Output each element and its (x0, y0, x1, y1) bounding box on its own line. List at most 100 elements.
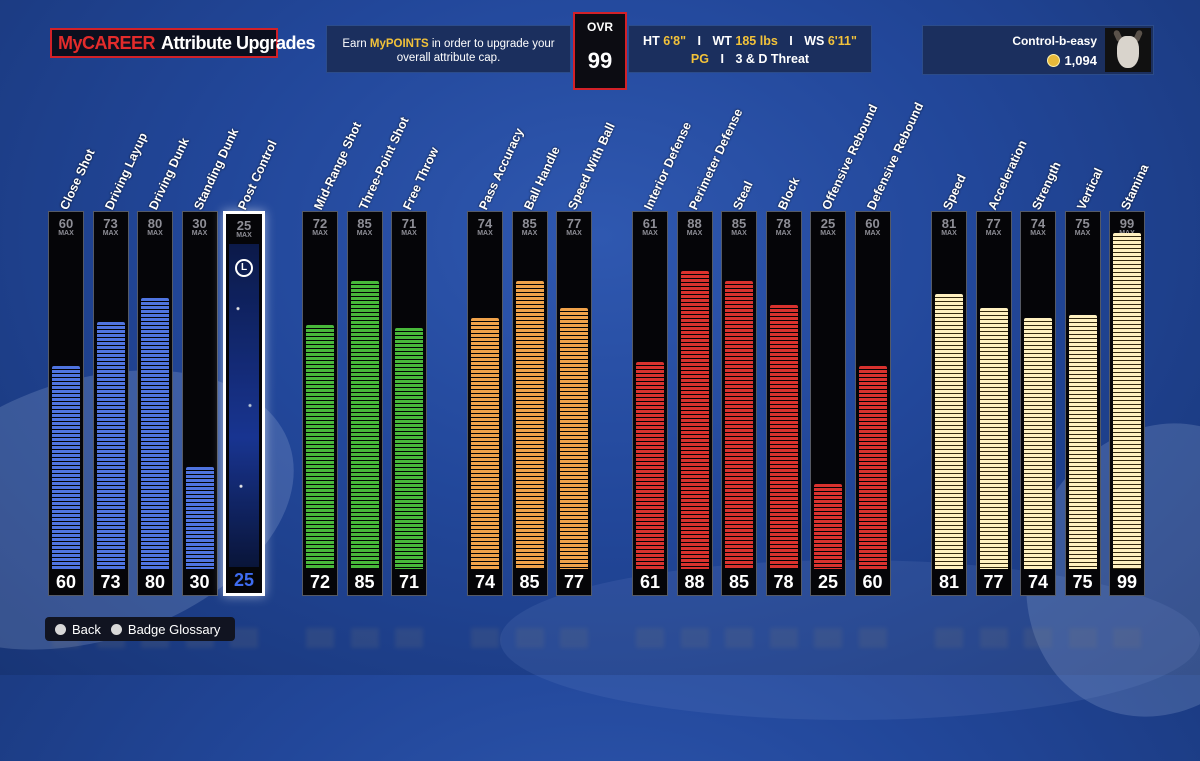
attribute-column-mid-range-shot[interactable]: 72 MAX 72 (302, 211, 338, 596)
attribute-column-speed-with-ball[interactable]: 77 MAX 77 (556, 211, 592, 596)
attribute-max-value: 78 (776, 216, 791, 231)
username: Control-b-easy (1012, 34, 1097, 48)
attribute-value: 60 (55, 572, 77, 592)
attribute-column-acceleration[interactable]: 77 MAX 77 (975, 211, 1012, 596)
info-prefix: Earn (342, 38, 370, 50)
attribute-column-pass-accuracy[interactable]: 74 MAX 74 (467, 211, 503, 596)
attribute-max-label: MAX (521, 230, 538, 237)
attribute-column-strength[interactable]: 74 MAX 74 (1020, 211, 1056, 596)
attribute-max-label: MAX (864, 230, 881, 237)
attribute-value: 73 (100, 572, 121, 592)
attribute-value: 61 (639, 572, 661, 592)
title-attribute-upgrades: Attribute Upgrades (161, 32, 316, 53)
attribute-max-label: MAX (236, 232, 252, 239)
attribute-max: 78 MAX (767, 216, 801, 238)
attribute-bar-fill (814, 484, 842, 569)
page-title: MyCAREER Attribute Upgrades (50, 28, 316, 58)
attribute-max-label: MAX (985, 230, 1002, 237)
attribute-max-value: 85 (522, 216, 537, 231)
attribute-bar-fill (979, 308, 1008, 569)
bar-reflection (1024, 628, 1052, 648)
attribute-column-perimeter-defense[interactable]: 88 MAX 88 (676, 211, 713, 596)
attribute-max: 60 MAX (856, 217, 890, 238)
bar-reflection (935, 628, 963, 648)
attribute-bar-fill (471, 318, 499, 569)
attribute-max-label: MAX (775, 230, 792, 237)
attribute-max-value: 74 (1030, 216, 1046, 231)
circle-button-icon (55, 623, 66, 635)
attribute-value: 60 (862, 572, 883, 592)
attribute-max-label: MAX (477, 230, 493, 237)
bar-reflection (471, 628, 499, 648)
info-line1-rest: in order to upgrade your (428, 38, 555, 50)
attribute-column-driving-layup[interactable]: 73 MAX 73 (92, 211, 129, 596)
attribute-bar-fill (858, 366, 887, 569)
attribute-column-stamina[interactable]: 99MAX99 (1109, 211, 1145, 596)
badge-glossary-button[interactable]: Badge Glossary (110, 622, 220, 637)
attribute-bar-fill (185, 467, 214, 569)
attribute-column-defensive-rebound[interactable]: 60 MAX 60 (854, 211, 891, 596)
attribute-max-value: 77 (986, 216, 1001, 231)
attribute-column-vertical[interactable]: 75 MAX 75 (1064, 211, 1101, 596)
bar-reflection (560, 628, 588, 648)
attribute-max-value: 60 (58, 216, 74, 231)
attribute-max: 72 MAX (303, 217, 337, 238)
attribute-column-block[interactable]: 78 MAX 78 (765, 211, 802, 596)
attribute-value: 81 (938, 572, 960, 592)
attribute-bar-fill (515, 281, 544, 569)
attribute-max: 71 MAX (392, 216, 426, 238)
attribute-column-speed[interactable]: 81 MAX 81 (931, 211, 967, 596)
attribute-column-standing-dunk[interactable]: 30 MAX 30 (181, 211, 218, 596)
attribute-value: 74 (474, 572, 496, 592)
attribute-max-value: 71 (401, 216, 417, 231)
attribute-column-three-point-shot[interactable]: 85 MAX 85 (346, 211, 383, 596)
attribute-column-close-shot[interactable]: 60 MAX 60 (48, 211, 84, 596)
attribute-max-label: MAX (686, 230, 703, 237)
user-panel: Control-b-easy 1,094 (922, 25, 1154, 75)
attribute-value: 99 (1116, 572, 1138, 592)
attribute-column-post-control[interactable]: 25 MAX L 25 (223, 211, 265, 596)
attribute-max-label: MAX (566, 230, 582, 237)
l-button-icon[interactable]: L (235, 259, 253, 277)
attribute-max-label: MAX (642, 230, 658, 237)
back-button[interactable]: Back (55, 622, 101, 637)
attribute-bar-fill (769, 305, 798, 569)
attribute-column-free-throw[interactable]: 71 MAX 71 (391, 211, 427, 596)
bar-reflection (814, 628, 842, 648)
bar-reflection (1068, 628, 1097, 648)
bar-reflection (350, 628, 379, 648)
attribute-column-offensive-rebound[interactable]: 25 MAX 25 (810, 211, 846, 596)
position-row: PG I 3 & D Threat (629, 50, 871, 68)
attribute-max: 75 MAX (1066, 217, 1100, 238)
height-label: HT (643, 34, 660, 48)
attribute-max-label: MAX (102, 230, 119, 237)
attribute-max-value: 81 (941, 216, 957, 231)
attribute-max-label: MAX (941, 230, 957, 237)
attribute-column-interior-defense[interactable]: 61 MAX 61 (632, 211, 668, 596)
attribute-max-value: 25 (236, 218, 252, 233)
attribute-max: 88 MAX (678, 217, 712, 238)
bar-reflection (725, 628, 753, 648)
attribute-max-label: MAX (731, 230, 747, 237)
bar-reflection (515, 628, 544, 648)
bar-reflection (306, 628, 334, 648)
coin-icon (1047, 54, 1061, 67)
attribute-max-label: MAX (1074, 230, 1091, 237)
attribute-max-label: MAX (401, 230, 417, 237)
mypoints-info-panel: Earn MyPOINTS in order to upgrade your o… (326, 25, 571, 73)
weight-value: 185 lbs (735, 34, 778, 48)
title-mycareer: MyCAREER (58, 32, 156, 53)
attribute-bar-fill (935, 294, 963, 569)
attribute-bar-fill (560, 308, 588, 569)
attribute-max: 25 MAX (811, 217, 845, 238)
attribute-column-ball-handle[interactable]: 85 MAX 85 (511, 211, 548, 596)
attribute-column-driving-dunk[interactable]: 80 MAX 80 (137, 211, 173, 596)
attribute-max: 77 MAX (977, 216, 1011, 238)
attribute-column-steal[interactable]: 85 MAX 85 (721, 211, 757, 596)
attribute-value: 74 (1027, 572, 1049, 592)
separator: I (789, 34, 793, 48)
attribute-value: 85 (728, 572, 750, 592)
attribute-max-label: MAX (820, 230, 836, 237)
attribute-max: 85 MAX (348, 217, 382, 238)
attribute-bar-fill (1024, 318, 1052, 569)
